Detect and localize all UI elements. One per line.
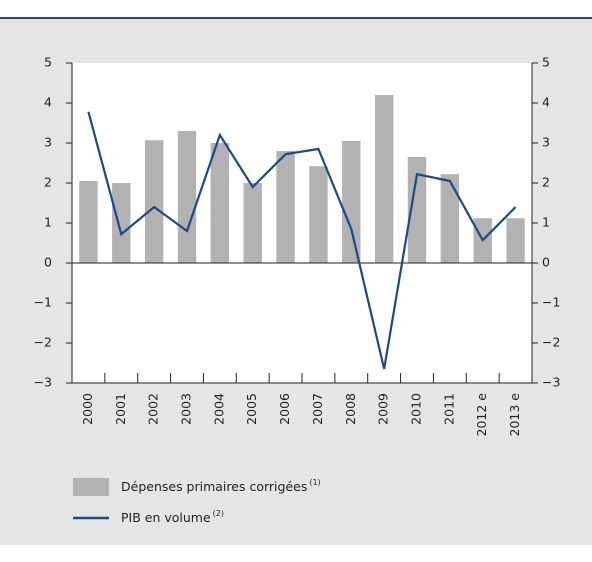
x-tick-label: 2005	[244, 393, 259, 425]
y-tick-label: −3	[34, 375, 52, 390]
y2-tick-label: −2	[542, 335, 560, 350]
y2-tick-label: 1	[542, 215, 550, 230]
bar	[407, 157, 427, 263]
legend-label: PIB en volume (2)	[121, 509, 224, 525]
x-tick-label: 2012 e	[474, 393, 489, 437]
x-tick-label: 2008	[343, 393, 358, 425]
y-tick-label: 0	[44, 255, 52, 270]
x-tick-label: 2003	[179, 393, 194, 425]
bar	[210, 143, 230, 263]
y-tick-label: 2	[44, 175, 52, 190]
y-tick-label: 5	[44, 55, 52, 70]
y-tick-label: 1	[44, 215, 52, 230]
x-tick-label: 2009	[376, 393, 391, 425]
bar	[342, 141, 361, 263]
x-tick-label: 2010	[409, 393, 424, 425]
x-tick-label: 2011	[441, 393, 456, 425]
legend-name: PIB en volume	[121, 510, 211, 525]
line-series	[87, 111, 517, 370]
y-tick-label: −2	[34, 335, 52, 350]
legend-name: Dépenses primaires corrigées	[121, 479, 307, 494]
legend-note: (2)	[213, 509, 224, 518]
y-tick-label: 3	[44, 135, 52, 150]
bar	[309, 166, 328, 263]
x-tick-label: 2004	[211, 393, 226, 425]
y-tick-label: −1	[34, 295, 52, 310]
x-tick-label: 2013 e	[507, 393, 522, 437]
y2-tick-label: 0	[542, 255, 550, 270]
bar	[276, 151, 295, 263]
bar	[79, 181, 98, 263]
bar	[112, 183, 131, 263]
legend-label: Dépenses primaires corrigées (1)	[121, 478, 321, 494]
bar	[243, 183, 262, 263]
y2-tick-label: 3	[542, 135, 550, 150]
y2-tick-label: −1	[542, 295, 560, 310]
bar	[506, 218, 525, 263]
y2-tick-label: 4	[542, 95, 550, 110]
x-tick-label: 2000	[80, 393, 95, 425]
y2-tick-label: 5	[542, 55, 550, 70]
y2-tick-label: 2	[542, 175, 550, 190]
legend-note: (1)	[309, 478, 320, 487]
bar	[374, 95, 394, 263]
bar	[440, 174, 460, 263]
x-tick-label: 2006	[277, 393, 292, 425]
x-tick-label: 2007	[310, 393, 325, 425]
y-tick-label: 4	[44, 95, 52, 110]
y2-tick-label: −3	[542, 375, 560, 390]
x-tick-label: 2001	[113, 393, 128, 425]
bar	[144, 140, 164, 263]
x-tick-label: 2002	[146, 393, 161, 425]
plot-area	[72, 63, 532, 383]
legend-swatch	[73, 478, 109, 496]
bar	[177, 131, 197, 263]
